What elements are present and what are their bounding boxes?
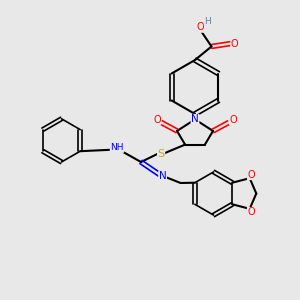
Text: O: O [248, 169, 255, 180]
Text: N: N [159, 171, 167, 181]
Text: H: H [204, 17, 211, 26]
Text: O: O [231, 38, 239, 49]
Text: S: S [158, 148, 165, 159]
Text: N: N [191, 114, 199, 124]
Text: NH: NH [110, 143, 124, 152]
Text: O: O [229, 115, 237, 124]
Text: O: O [248, 207, 255, 218]
Text: O: O [196, 22, 204, 32]
Text: O: O [153, 115, 161, 124]
